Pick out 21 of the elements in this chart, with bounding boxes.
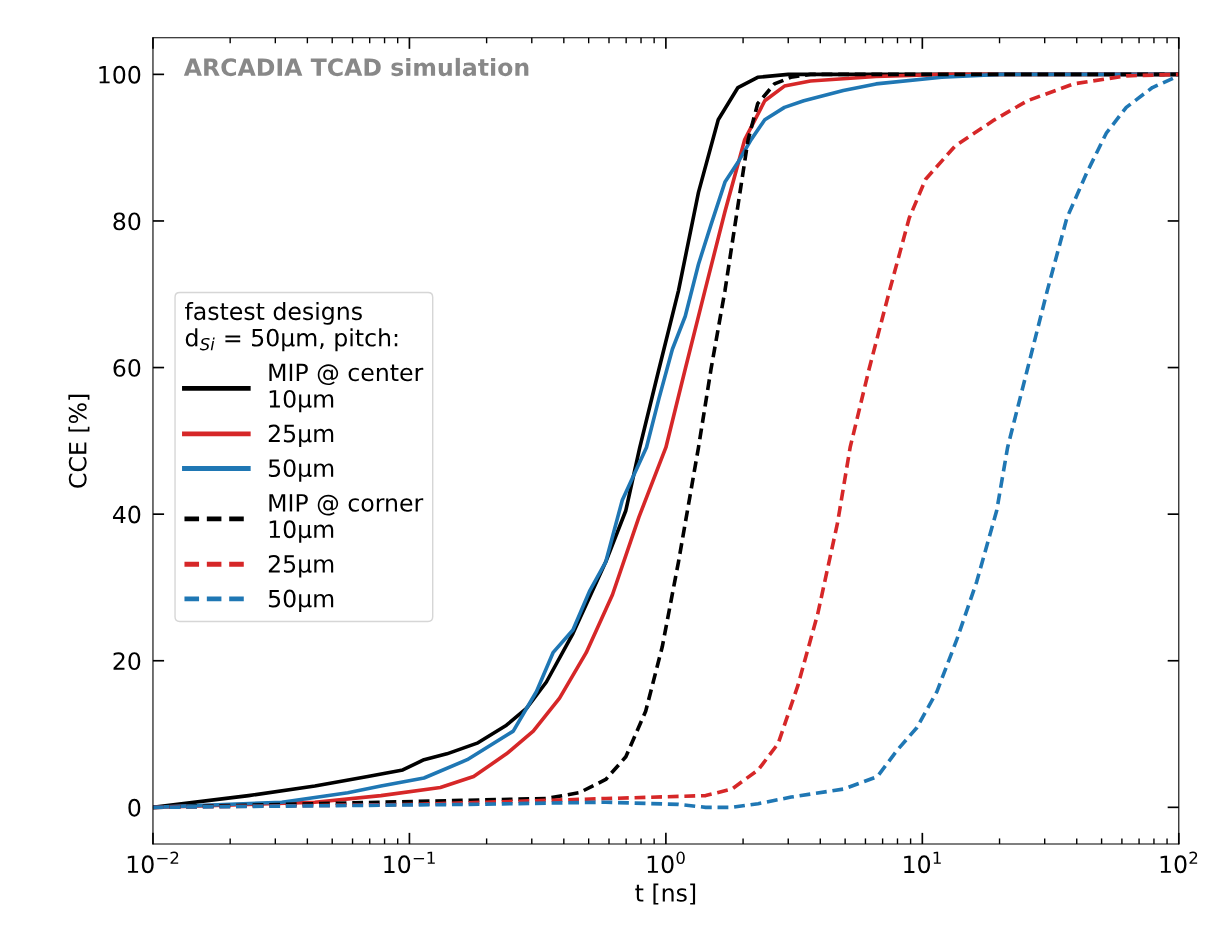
legend-label: 25μm — [268, 424, 334, 447]
legend-label: 25μm — [268, 554, 334, 578]
x-axis-title: t [ns] — [635, 883, 696, 905]
x-tick-label: 10$^{1}$ — [904, 851, 941, 874]
y-tick-label: 80 — [113, 212, 141, 231]
x-tick-label: 10$^{0}$ — [647, 851, 685, 874]
x-tick-label: 10$^{2}$ — [1160, 851, 1198, 874]
legend-label: MIP @ center 10μm — [269, 363, 424, 413]
y-tick-label: 0 — [128, 798, 141, 817]
legend-label: 50μm — [268, 589, 334, 613]
legend-title: fastest designs d$_{Si}$ = 50μm, pitch: — [185, 301, 398, 352]
y-tick-label: 40 — [112, 505, 141, 524]
legend-label: 50μm — [268, 459, 334, 482]
x-tick-label: 10$^{−1}$ — [384, 851, 435, 874]
annotation: ARCADIA TCAD simulation — [183, 57, 529, 77]
y-tick-label: 60 — [113, 359, 141, 377]
y-tick-label: 20 — [113, 652, 141, 671]
x-tick-label: 10$^{−2}$ — [127, 851, 179, 874]
legend-label: MIP @ corner 10μm — [269, 494, 424, 543]
y-axis-title: CCE [%] — [68, 394, 90, 488]
y-tick-label: 100 — [99, 65, 141, 84]
